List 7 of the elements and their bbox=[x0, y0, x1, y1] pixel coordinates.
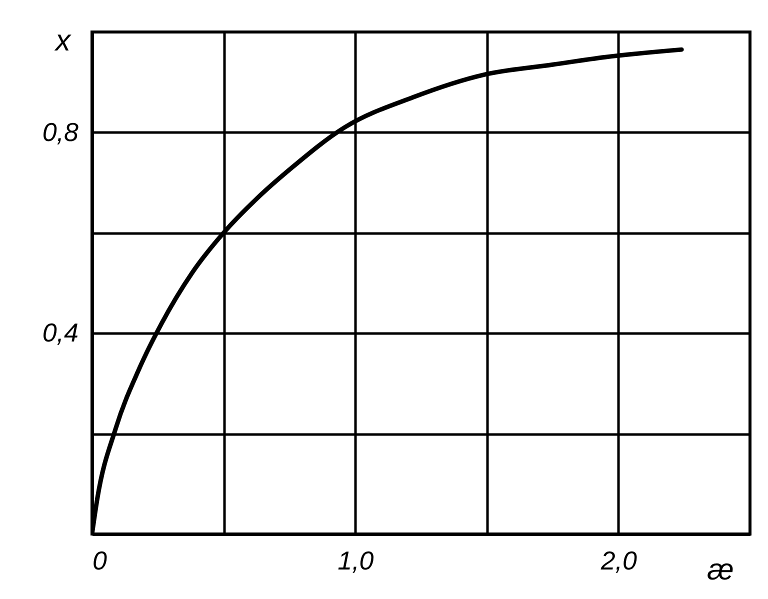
x-axis-title: æ bbox=[707, 554, 734, 586]
y-tick-label: 0,8 bbox=[42, 116, 80, 147]
x-tick-label: 2,0 bbox=[600, 546, 638, 576]
y-tick-label: 0,4 bbox=[42, 318, 78, 348]
x-tick-label: 0 bbox=[92, 546, 108, 576]
x-tick-label: 1,0 bbox=[338, 546, 374, 576]
y-axis-title: x bbox=[54, 24, 72, 58]
